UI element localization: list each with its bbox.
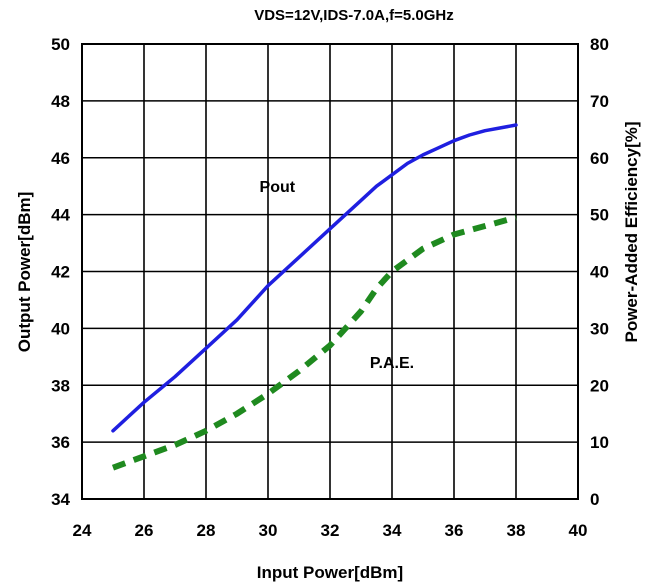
y-axis-title: Output Power[dBm] [15,192,34,353]
y-tick-label: 34 [51,490,70,509]
y-tick-label: 36 [51,433,70,452]
annotation-layer: Pout P.A.E. [260,179,415,372]
x-tick-label: 26 [135,521,154,540]
y-tick-label: 50 [51,35,70,54]
x-tick-label: 32 [321,521,340,540]
y2-tick-label: 50 [590,206,609,225]
annotation-label: Pout [260,179,296,196]
y2-tick-label: 30 [590,319,609,338]
y-tick-label: 38 [51,376,70,395]
y2-tick-label: 20 [590,376,609,395]
y2-tick-label: 0 [590,490,599,509]
series-line-pae [111,214,517,471]
x-axis-title: Input Power[dBm] [257,563,403,582]
grid [82,44,578,499]
x-tick-label: 30 [259,521,278,540]
y2-tick-label: 10 [590,433,609,452]
x-tick-label: 28 [197,521,216,540]
x-tick-label: 36 [445,521,464,540]
y2-tick-label: 40 [590,263,609,282]
y2-tick-label: 60 [590,149,609,168]
x-tick-label: 38 [507,521,526,540]
y-tick-labels: 34 36 38 40 42 44 46 48 50 [51,35,70,509]
y2-tick-label: 80 [590,35,609,54]
y-tick-label: 40 [51,319,70,338]
y2-axis-title: Power-Added Efficiency[%] [622,121,641,342]
chart-title: VDS=12V,IDS-7.0A,f=5.0GHz [254,7,454,24]
y-tick-label: 44 [51,206,70,225]
y-tick-label: 46 [51,149,70,168]
y2-tick-label: 70 [590,92,609,111]
x-tick-label: 40 [569,521,588,540]
annotation-label: P.A.E. [370,355,414,372]
x-tick-label: 34 [383,521,402,540]
y2-tick-labels: 0 10 20 30 40 50 60 70 80 [590,35,609,509]
x-tick-label: 24 [73,521,92,540]
y-tick-label: 48 [51,92,70,111]
y-tick-label: 42 [51,263,70,282]
plot-frame [81,43,579,500]
x-tick-labels: 24 26 28 30 32 34 36 38 40 [73,521,588,540]
series-layer [111,123,518,471]
